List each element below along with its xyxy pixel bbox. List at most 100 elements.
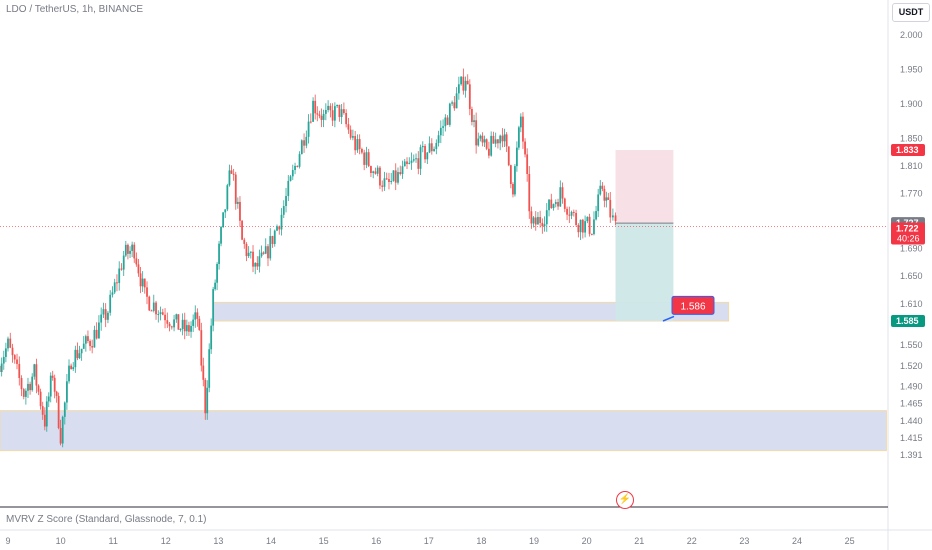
candle-body [78, 353, 81, 359]
candle-body [232, 173, 235, 175]
candle-body [206, 387, 209, 414]
candle-body [7, 338, 9, 349]
candle-body [175, 314, 178, 320]
candle-body [597, 194, 600, 212]
candle-body [468, 84, 471, 110]
candle-body [173, 319, 175, 328]
candle-body [84, 336, 87, 344]
candle-body [554, 202, 557, 205]
candle-body [509, 165, 512, 185]
currency-button[interactable]: USDT [892, 3, 930, 22]
y-tick-label: 1.810 [900, 161, 923, 171]
candle-body [269, 236, 272, 259]
candle-body [314, 100, 317, 114]
candle-body [347, 124, 350, 130]
candle-body [159, 312, 162, 314]
candle-body [406, 161, 408, 164]
candle-body [166, 320, 169, 324]
candle-body [267, 246, 269, 259]
candle-body [331, 110, 334, 121]
candle-body [264, 246, 267, 254]
candle-body [390, 180, 393, 183]
x-tick-label: 18 [476, 536, 486, 546]
candle-body [273, 230, 276, 245]
candle-body [161, 312, 164, 315]
candle-body [473, 120, 475, 122]
candle-body [550, 199, 553, 209]
candle-body [379, 167, 381, 186]
x-tick-label: 23 [739, 536, 749, 546]
candle-body [57, 395, 60, 428]
candle-body [278, 226, 281, 230]
y-tick-label: 1.650 [900, 271, 923, 281]
candle-body [477, 138, 480, 146]
candle-body [561, 187, 564, 199]
candle-body [31, 376, 34, 391]
candle-body [444, 117, 447, 127]
candle-body [568, 214, 571, 216]
candle-body [528, 173, 531, 212]
candle-body [68, 365, 70, 382]
candle-body [595, 211, 597, 220]
candle-body [385, 178, 388, 180]
y-tick-label: 1.550 [900, 340, 923, 350]
candle-body [394, 170, 397, 183]
lightning-icon[interactable]: ⚡ [616, 491, 634, 509]
candle-body [157, 313, 160, 315]
candle-body [118, 268, 121, 284]
candle-body [107, 312, 109, 320]
candle-body [577, 224, 580, 233]
candle-body [446, 117, 449, 125]
candle-body [354, 136, 357, 151]
candle-body [522, 116, 524, 142]
candle-body [455, 93, 458, 109]
candle-body [146, 287, 148, 297]
candle-body [365, 152, 368, 165]
candle-body [37, 385, 40, 392]
y-tick-label: 1.465 [900, 399, 923, 409]
candle-body [204, 379, 207, 414]
candle-body [63, 402, 66, 417]
candle-body [152, 302, 155, 311]
candle-body [271, 236, 274, 245]
candle-body [401, 166, 404, 175]
candle-body [424, 145, 426, 160]
candle-body [16, 359, 18, 364]
take-profit-zone [615, 223, 674, 321]
candle-body [537, 217, 539, 225]
candle-body [179, 328, 182, 330]
candle-body [421, 145, 424, 148]
candle-body [53, 377, 56, 392]
candle-body [20, 378, 23, 390]
x-tick-label: 13 [213, 536, 223, 546]
candle-body [370, 166, 372, 173]
y-tick-label: 1.440 [900, 416, 923, 426]
stop-loss-zone [615, 150, 674, 224]
candle-body [220, 227, 222, 244]
candle-body [72, 367, 75, 370]
candle-body [605, 197, 608, 201]
price-label-text: 1.585 [896, 316, 919, 326]
candle-body [590, 233, 593, 235]
candle-body [333, 106, 336, 121]
candle-body [247, 252, 250, 257]
candle-body [442, 126, 444, 128]
candle-body [358, 139, 361, 150]
candle-body [289, 176, 292, 181]
candle-body [129, 250, 131, 254]
x-tick-label: 20 [582, 536, 592, 546]
x-tick-label: 12 [161, 536, 171, 546]
x-tick-label: 15 [319, 536, 329, 546]
candle-body [497, 139, 499, 144]
candle-body [392, 170, 395, 181]
candle-body [228, 170, 231, 186]
candle-body [559, 187, 562, 207]
candle-body [113, 282, 116, 293]
candle-body [190, 325, 192, 332]
y-tick-label: 1.950 [900, 64, 923, 74]
candle-body [388, 178, 390, 183]
candle-body [120, 268, 123, 270]
candle-body [609, 199, 612, 218]
candle-body [516, 147, 518, 167]
